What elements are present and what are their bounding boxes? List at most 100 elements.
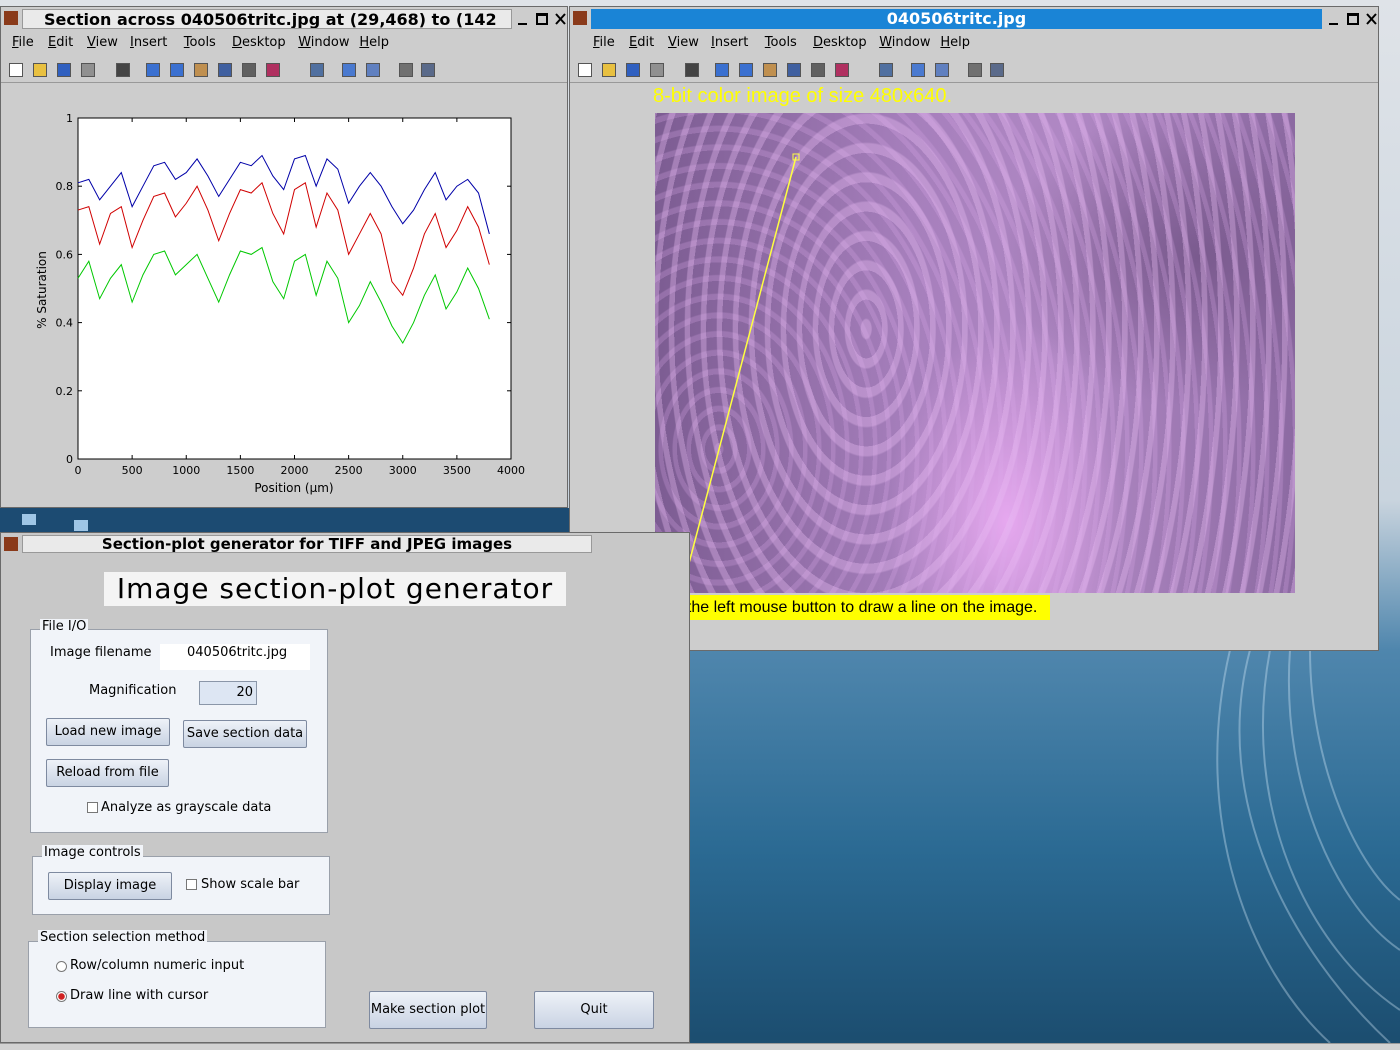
- menu-item[interactable]: Help: [940, 35, 971, 50]
- folder-icon[interactable]: [22, 514, 36, 525]
- menu-item[interactable]: Insert: [711, 35, 749, 50]
- folder-icon[interactable]: [74, 520, 88, 531]
- checkbox[interactable]: [186, 879, 197, 890]
- section-plot: Position (µm) % Saturation 0 500 1000 1500 2…: [35, 112, 525, 495]
- toolbar-button[interactable]: [421, 63, 435, 77]
- button[interactable]: Load new image: [46, 718, 170, 746]
- menu-item[interactable]: Tools: [183, 35, 216, 50]
- desktop-swoosh: [1216, 650, 1400, 1043]
- toolbar-button[interactable]: [116, 63, 130, 77]
- window-icon[interactable]: [4, 11, 18, 25]
- button[interactable]: Quit: [534, 991, 654, 1029]
- button[interactable]: Make section plot: [369, 991, 487, 1029]
- menu-item[interactable]: Insert: [130, 35, 168, 50]
- window-title: Section-plot generator for TIFF and JPEG…: [22, 535, 592, 553]
- filename-label: Image filename: [50, 645, 152, 660]
- menu-item[interactable]: Edit: [629, 35, 655, 50]
- button[interactable]: Display image: [48, 872, 172, 900]
- x-tick-label: 3000: [389, 464, 417, 477]
- radio[interactable]: [56, 961, 67, 972]
- button[interactable]: Save section data: [183, 720, 307, 748]
- toolbar-button[interactable]: [650, 63, 664, 77]
- menu-item[interactable]: Tools: [764, 35, 797, 50]
- y-tick-label: 0.2: [56, 385, 74, 398]
- menu-item[interactable]: Window: [298, 35, 350, 50]
- menu-item[interactable]: Desktop: [232, 35, 286, 50]
- instruction-label: Use the left mouse button to draw a line…: [652, 595, 1050, 620]
- window-title: Section across 040506tritc.jpg at (29,46…: [22, 9, 512, 29]
- checkbox-label: Analyze as grayscale data: [101, 800, 272, 815]
- toolbar-button[interactable]: [578, 63, 592, 77]
- toolbar-button[interactable]: [763, 63, 777, 77]
- checkbox[interactable]: [87, 802, 98, 813]
- menu-item[interactable]: Window: [879, 35, 931, 50]
- window-controls[interactable]: [1326, 11, 1378, 27]
- menubar: File Edit View Insert Tools Desktop Window Help: [1, 35, 567, 55]
- x-tick-label: 0: [75, 464, 82, 477]
- toolbar-button[interactable]: [935, 63, 949, 77]
- window-icon[interactable]: [4, 537, 18, 551]
- menu-item[interactable]: Edit: [48, 35, 74, 50]
- toolbar-button[interactable]: [626, 63, 640, 77]
- section-line[interactable]: [655, 113, 1295, 593]
- window-controls[interactable]: [515, 11, 567, 27]
- series-line: [77, 246, 490, 345]
- button[interactable]: Reload from file: [46, 759, 169, 787]
- toolbar-button[interactable]: [218, 63, 232, 77]
- toolbar-button[interactable]: [194, 63, 208, 77]
- panel-label: File I/O: [40, 619, 89, 634]
- filename-field[interactable]: 040506tritc.jpg: [160, 644, 310, 670]
- toolbar-button[interactable]: [739, 63, 753, 77]
- gui-window: Section-plot generator for TIFF and JPEG…: [0, 532, 690, 1043]
- toolbar-button[interactable]: [33, 63, 47, 77]
- heading: Image section-plot generator: [104, 572, 566, 606]
- magnification-field[interactable]: 20: [199, 681, 257, 705]
- toolbar-button[interactable]: [310, 63, 324, 77]
- y-axis-label: % Saturation: [35, 251, 49, 329]
- y-tick-label: 0.6: [56, 248, 74, 261]
- x-tick-label: 3500: [443, 464, 471, 477]
- toolbar-button[interactable]: [879, 63, 893, 77]
- toolbar-button[interactable]: [146, 63, 160, 77]
- menu-item[interactable]: File: [12, 35, 34, 50]
- window-icon[interactable]: [573, 11, 587, 25]
- section-method-panel: [28, 941, 326, 1028]
- toolbar-button[interactable]: [9, 63, 23, 77]
- image[interactable]: [655, 113, 1295, 593]
- y-tick-label: 0: [66, 453, 73, 466]
- toolbar-button[interactable]: [81, 63, 95, 77]
- radio-label: Row/column numeric input: [70, 958, 245, 973]
- menu-item[interactable]: Desktop: [813, 35, 867, 50]
- toolbar-button[interactable]: [366, 63, 380, 77]
- checkbox-label: Show scale bar: [201, 877, 300, 892]
- toolbar-button[interactable]: [835, 63, 849, 77]
- toolbar-button[interactable]: [911, 63, 925, 77]
- menu-item[interactable]: View: [668, 35, 699, 50]
- toolbar-button[interactable]: [968, 63, 982, 77]
- menu-item[interactable]: View: [87, 35, 118, 50]
- toolbar-button[interactable]: [242, 63, 256, 77]
- toolbar-button[interactable]: [990, 63, 1004, 77]
- toolbar-button[interactable]: [342, 63, 356, 77]
- toolbar-button[interactable]: [399, 63, 413, 77]
- panel-label: Section selection method: [38, 930, 208, 945]
- radio[interactable]: [56, 991, 67, 1002]
- toolbar-button[interactable]: [685, 63, 699, 77]
- image-caption: 8-bit color image of size 480x640.: [653, 85, 953, 107]
- toolbar-button[interactable]: [170, 63, 184, 77]
- toolbar-button[interactable]: [266, 63, 280, 77]
- menu-item[interactable]: File: [593, 35, 615, 50]
- y-tick-label: 0.4: [56, 317, 74, 330]
- toolbar-button[interactable]: [811, 63, 825, 77]
- toolbar-button[interactable]: [602, 63, 616, 77]
- x-tick-label: 4000: [497, 464, 525, 477]
- toolbar-button[interactable]: [715, 63, 729, 77]
- y-tick-label: 0.8: [56, 180, 74, 193]
- panel-label: Image controls: [42, 845, 143, 860]
- toolbar-button[interactable]: [57, 63, 71, 77]
- magnification-label: Magnification: [89, 683, 177, 698]
- toolbar-button[interactable]: [787, 63, 801, 77]
- menu-item[interactable]: Help: [359, 35, 390, 50]
- desktop-strip: [0, 508, 570, 534]
